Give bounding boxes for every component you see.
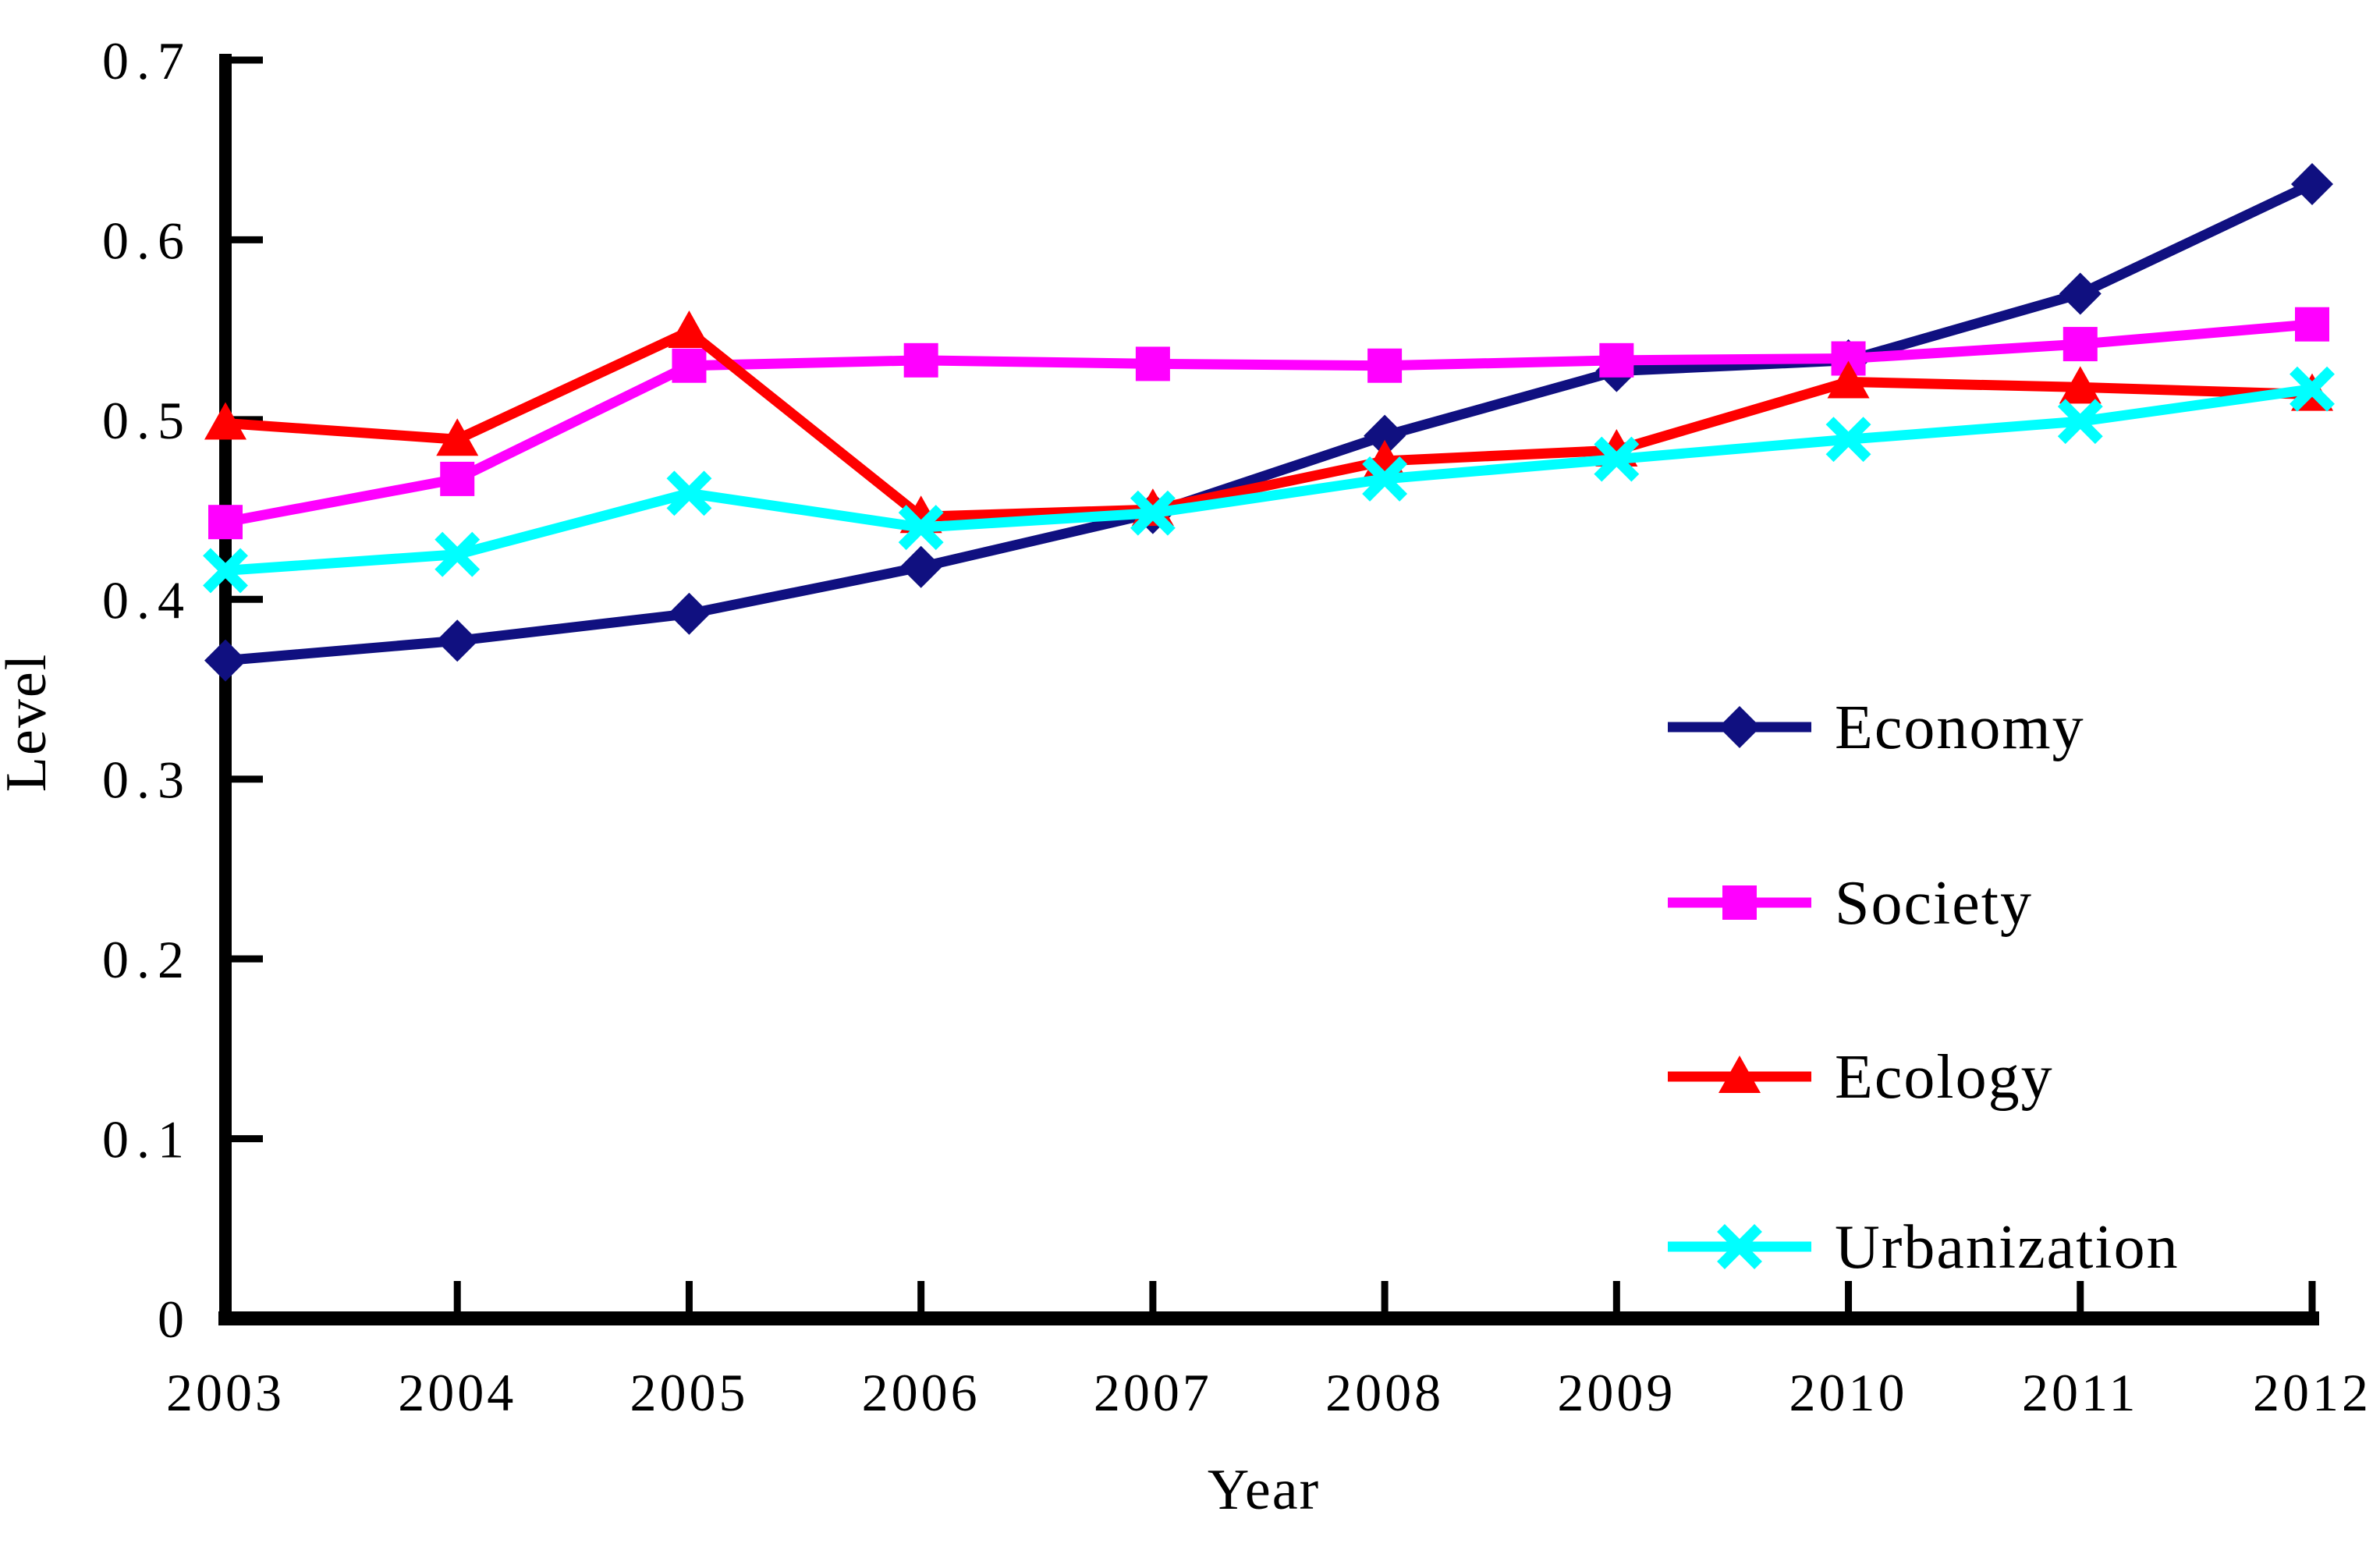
society-line (220, 319, 2318, 527)
urbanization-marker-2010 (1825, 417, 1871, 463)
x-tick-label-2003: 2003 (166, 1363, 285, 1422)
urbanization-marker-2009 (1594, 436, 1640, 482)
ecology-marker-2004 (436, 418, 479, 456)
series-layer (203, 162, 2335, 682)
x-tick-label-2008: 2008 (1325, 1363, 1444, 1422)
x-axis-title: Year (1208, 1458, 1320, 1522)
y-tick-label-0.1: 0.1 (102, 1110, 192, 1169)
legend-label-economy: Economy (1835, 694, 2085, 762)
economy-marker-2004 (436, 619, 479, 662)
economy-marker-2008 (1364, 414, 1406, 457)
society-marker-2006 (903, 342, 938, 378)
economy-marker-2012 (2291, 162, 2333, 205)
legend: Economy Society Ecology Urbanization (1668, 694, 2180, 1282)
x-tick-label-2004: 2004 (398, 1363, 516, 1422)
ecology-line (220, 326, 2318, 522)
legend-item-society: Society (1668, 869, 2033, 938)
legend-label-society: Society (1835, 869, 2033, 938)
y-tick-label-0.2: 0.2 (102, 930, 192, 989)
x-stroke (1594, 436, 1640, 482)
x-stroke (2057, 399, 2103, 445)
economy-marker-2011 (2059, 272, 2102, 315)
legend-item-economy: Economy (1668, 694, 2085, 762)
x-stroke (203, 548, 248, 594)
society-marker-2008 (1367, 348, 1403, 383)
urbanization-marker-2006 (898, 505, 944, 551)
x-stroke (2290, 366, 2335, 412)
x-tick-label-2011: 2011 (2022, 1363, 2138, 1422)
legend-item-urbanization: Urbanization (1668, 1213, 2180, 1282)
x-tick-label-2007: 2007 (1094, 1363, 1212, 1422)
y-tick-label-0.3: 0.3 (102, 750, 192, 810)
legend-item-ecology: Ecology (1668, 1043, 2054, 1112)
economy-marker-2003 (204, 639, 247, 682)
economy-marker-2005 (668, 592, 711, 635)
economy-line (220, 179, 2318, 666)
legend-label-urbanization: Urbanization (1835, 1213, 2180, 1282)
ecology-marker-2011 (2059, 366, 2102, 404)
urbanization-marker-2007 (1130, 490, 1176, 536)
urbanization-line (220, 384, 2318, 576)
x-tick-label-2009: 2009 (1557, 1363, 1676, 1422)
y-tick-label-0.6: 0.6 (102, 211, 192, 270)
x-stroke (1825, 417, 1871, 463)
x-stroke (1717, 1224, 1762, 1269)
urbanization-marker-2011 (2057, 399, 2103, 445)
x-stroke (666, 470, 712, 516)
ecology-marker-2010 (1827, 360, 1870, 399)
x-tick-label-2010: 2010 (1789, 1363, 1908, 1422)
y-tick-label-0: 0 (158, 1290, 192, 1349)
series-urbanization (203, 366, 2335, 594)
society-marker-2011 (2063, 327, 2098, 362)
y-tick-label-0.5: 0.5 (102, 391, 192, 450)
society-marker-2003 (208, 505, 243, 540)
y-tick-label-0.7: 0.7 (102, 31, 192, 90)
legend-marker-urbanization (1717, 1224, 1762, 1269)
urbanization-marker-2004 (435, 531, 481, 577)
legend-marker-economy (1718, 706, 1761, 748)
legend-label-ecology: Ecology (1835, 1043, 2054, 1112)
urbanization-marker-2008 (1362, 456, 1408, 502)
urbanization-marker-2005 (666, 470, 712, 516)
x-stroke (1130, 490, 1176, 536)
y-tick-label-0.4: 0.4 (102, 570, 192, 630)
x-tick-label-2006: 2006 (862, 1363, 981, 1422)
society-marker-2004 (440, 461, 475, 496)
economy-marker-2006 (899, 545, 942, 588)
ecology-marker-2003 (204, 402, 247, 440)
legend-marker-society (1722, 885, 1757, 920)
society-marker-2009 (1599, 342, 1634, 378)
axes: 0 0.1 0.2 0.3 0.4 0.5 0.6 0.7 2003 2004 2005 2006 20… (102, 31, 2371, 1422)
urbanization-marker-2012 (2290, 366, 2335, 412)
y-axis-title: Level (0, 653, 59, 792)
legend-marker-ecology (1718, 1056, 1761, 1093)
ecology-marker-2005 (668, 310, 711, 348)
society-marker-2007 (1135, 346, 1170, 381)
society-marker-2012 (2295, 307, 2329, 342)
society-marker-2005 (672, 348, 707, 383)
series-society (208, 307, 2329, 540)
x-stroke (1362, 456, 1408, 502)
x-tick-label-2005: 2005 (630, 1363, 748, 1422)
x-stroke (435, 531, 481, 577)
urbanization-marker-2003 (203, 548, 248, 594)
x-stroke (898, 505, 944, 551)
x-tick-label-2012: 2012 (2253, 1363, 2371, 1422)
